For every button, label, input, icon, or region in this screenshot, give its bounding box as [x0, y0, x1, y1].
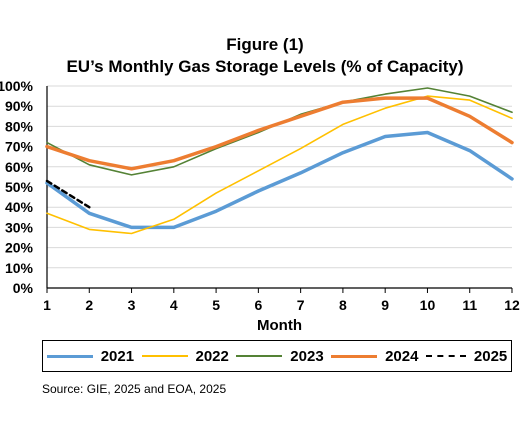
x-tick-label: 7 [297, 297, 305, 313]
series-line-2025 [45, 179, 91, 209]
series-line-2022 [46, 95, 513, 235]
y-tick-label: 90% [5, 98, 34, 114]
source-note: Source: GIE, 2025 and EOA, 2025 [42, 382, 227, 396]
x-axis-title: Month [257, 317, 302, 334]
legend-swatch [425, 355, 466, 357]
figure-label: Figure (1) [226, 35, 304, 54]
legend-label: 2024 [385, 347, 419, 365]
legend-item-2023: 2023 [236, 347, 324, 365]
legend-label: 2023 [290, 347, 324, 365]
x-tick-label: 12 [504, 297, 520, 313]
legend-swatch [46, 354, 93, 358]
x-tick-label: 4 [170, 297, 178, 313]
legend-label: 2022 [195, 347, 229, 365]
series-line-2024 [45, 96, 514, 171]
legend-label: 2025 [473, 347, 508, 365]
y-tick-label: 30% [5, 219, 34, 235]
y-tick-label: 100% [0, 78, 34, 94]
y-tick-label: 20% [5, 240, 34, 256]
legend-item-2021: 2021 [46, 347, 135, 365]
series-line-2021 [45, 130, 514, 230]
y-tick-label: 70% [5, 139, 34, 155]
x-tick-label: 8 [339, 297, 347, 313]
y-tick-label: 10% [5, 260, 34, 276]
x-tick-label: 11 [462, 297, 477, 313]
y-tick-label: 60% [5, 159, 34, 175]
x-tick-label: 1 [43, 297, 51, 313]
y-tick-label: 40% [5, 199, 34, 215]
legend-swatch [141, 355, 188, 357]
legend-item-2024: 2024 [331, 348, 418, 365]
chart-legend: 2021 2022 2023 2024 2025 [42, 340, 512, 372]
y-tick-label: 0% [13, 280, 34, 296]
legend-item-2025: 2025 [425, 347, 508, 365]
x-tick-label: 6 [254, 297, 262, 313]
chart-plot: 0%10%20%30%40%50%60%70%80%90%100%1 2 3 4 5 6 7… [0, 78, 520, 334]
y-tick-label: 80% [5, 118, 34, 134]
x-tick-label: 10 [420, 297, 436, 313]
x-tick-label: 3 [128, 297, 136, 313]
legend-item-2022: 2022 [141, 347, 229, 365]
y-tick-label: 50% [5, 179, 34, 195]
x-tick-label: 5 [212, 297, 220, 313]
series-line-2023 [46, 87, 513, 176]
legend-swatch [236, 355, 283, 357]
legend-label: 2021 [100, 347, 135, 365]
x-tick-label: 2 [85, 297, 93, 313]
x-tick-label: 9 [381, 297, 389, 313]
legend-swatch [331, 354, 378, 358]
chart-title: EU’s Monthly Gas Storage Levels (% of Ca… [66, 57, 464, 76]
